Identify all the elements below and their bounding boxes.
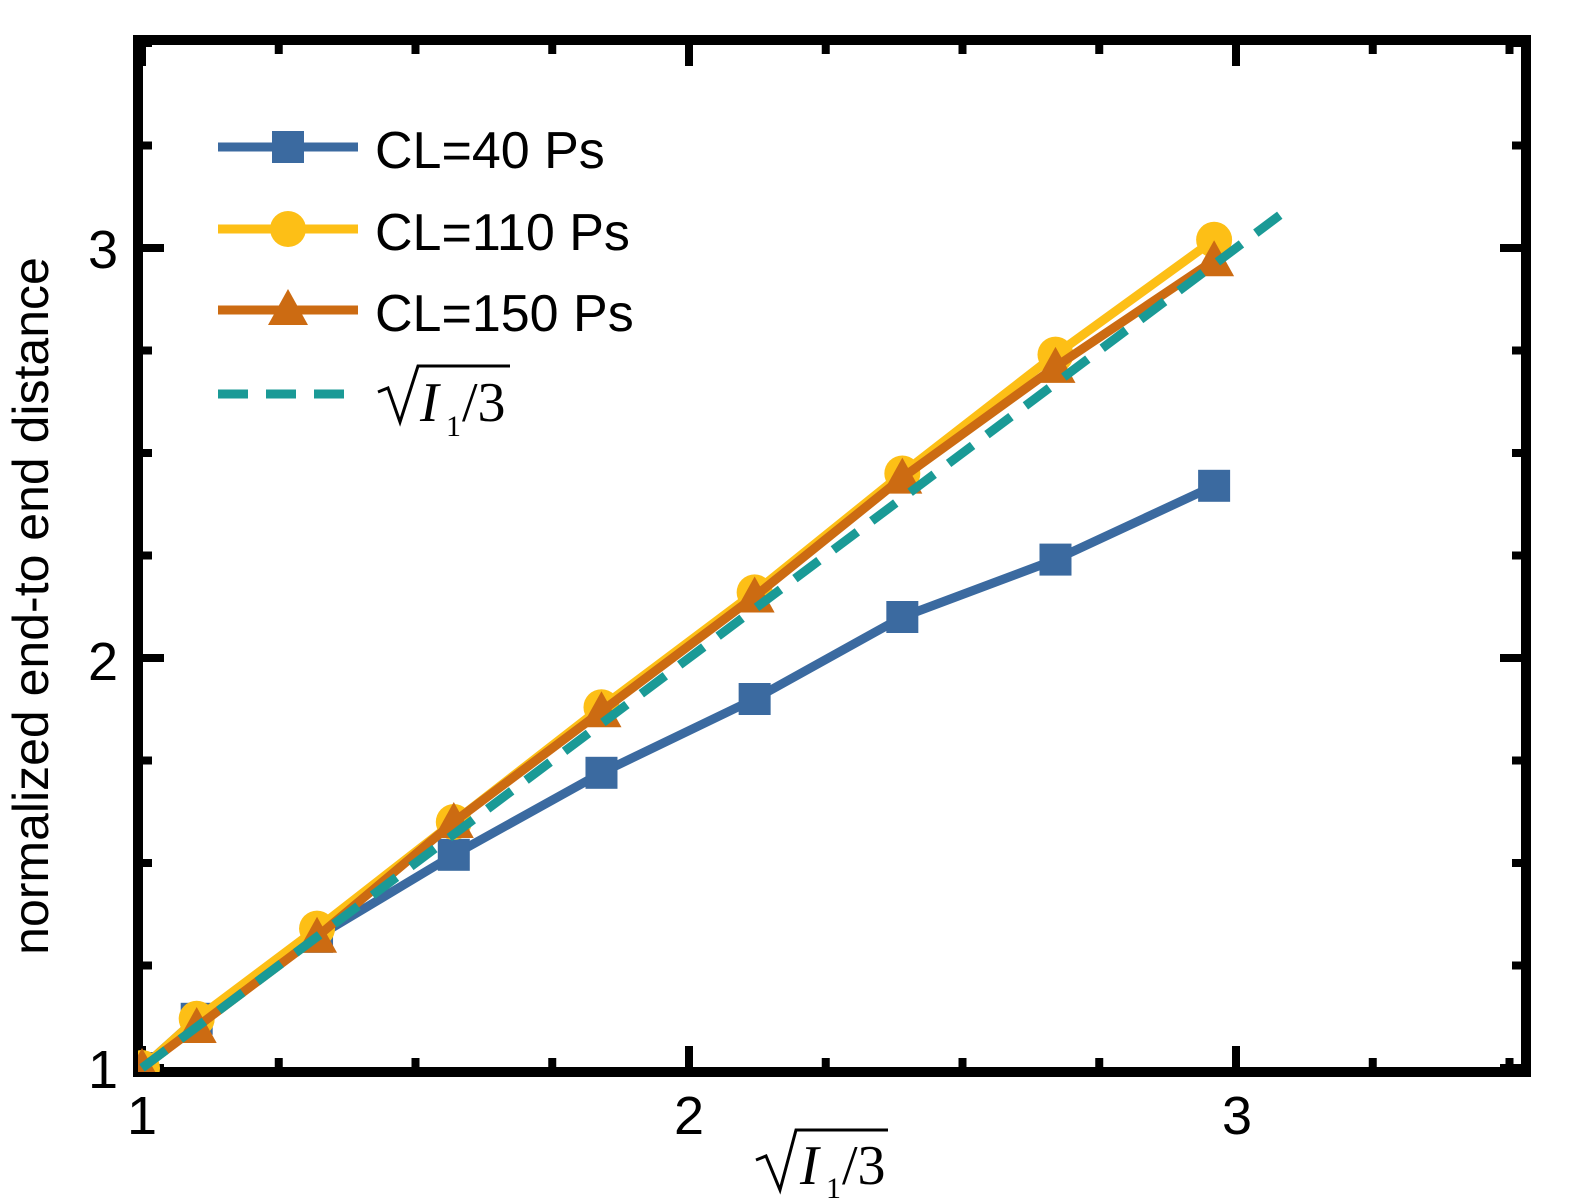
data-point-square <box>585 756 618 789</box>
series-1 <box>138 469 1231 1072</box>
legend-item-cl110: CL=110 Ps <box>218 204 630 262</box>
legend-label-cl150: CL=150 Ps <box>375 285 634 343</box>
legend-marker-circle-icon <box>270 211 306 247</box>
legend-marker-square-icon <box>272 131 304 163</box>
x-label-sub: 1 <box>826 1172 841 1204</box>
legend-math-sub: 1 <box>446 410 461 443</box>
y-tick-labels: 1 2 3 <box>88 220 118 1100</box>
y-tick-label-2: 2 <box>88 632 118 692</box>
legend-math-i: I <box>419 372 441 434</box>
y-tick-label-1: 1 <box>88 1040 118 1100</box>
x-label-i: I <box>799 1135 821 1197</box>
legend-item-cl150: CL=150 Ps <box>218 285 634 343</box>
data-point-triangle <box>1194 240 1235 277</box>
data-point-square <box>886 601 919 633</box>
x-tick-label-3: 3 <box>1222 1086 1252 1146</box>
data-point-square <box>437 838 470 871</box>
legend-item-sqrt: I 1 /3 <box>218 364 510 443</box>
legend-math-div: /3 <box>462 372 506 434</box>
x-tick-label-2: 2 <box>674 1086 704 1146</box>
y-tick-label-3: 3 <box>88 220 118 280</box>
x-axis-label: I 1 /3 <box>755 1128 888 1204</box>
x-tick-label-1: 1 <box>127 1086 157 1146</box>
legend-marker-triangle-icon <box>268 289 308 325</box>
x-tick-labels: 1 2 3 <box>127 1086 1252 1146</box>
data-point-circle <box>1196 221 1233 258</box>
series-layer <box>138 211 1283 1072</box>
x-label-radical-icon <box>755 1128 888 1195</box>
legend-label-cl110: CL=110 Ps <box>375 204 630 262</box>
legend: CL=40 Ps CL=110 Ps CL=150 Ps I 1 /3 <box>200 100 660 470</box>
data-point-triangle <box>882 457 923 494</box>
data-point-square <box>1039 543 1072 576</box>
y-axis-label: normalized end-to end distance <box>3 257 59 955</box>
data-point-square <box>1198 469 1231 502</box>
legend-label-cl40: CL=40 Ps <box>375 122 605 180</box>
axis-ticks <box>138 39 1526 1072</box>
x-label-div: /3 <box>842 1135 886 1197</box>
legend-radical-icon <box>377 364 510 427</box>
data-point-square <box>738 683 771 715</box>
legend-item-cl40: CL=40 Ps <box>218 122 605 180</box>
